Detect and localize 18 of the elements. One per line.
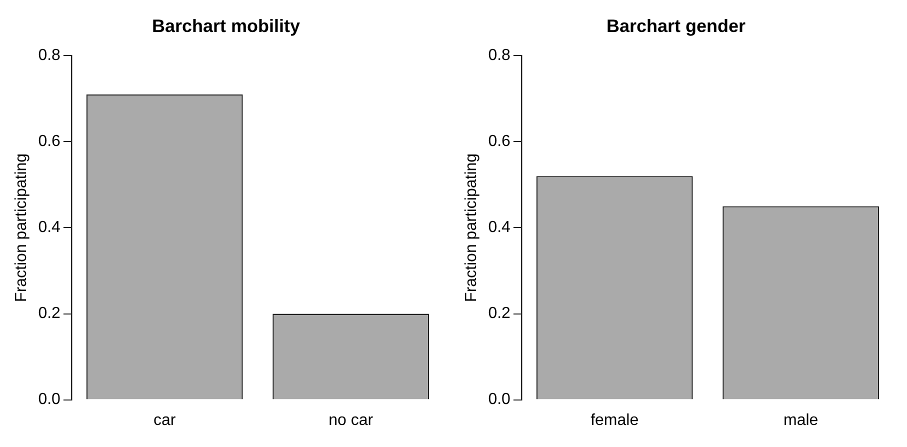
x-tick-label: no car <box>328 412 374 429</box>
y-tick-label: 0.0 <box>488 391 511 408</box>
x-tick-label: male <box>784 412 818 429</box>
x-tick-label: female <box>590 412 639 429</box>
y-tick-label: 0.4 <box>38 219 61 236</box>
chart-title: Barchart mobility <box>152 16 300 36</box>
y-tick-label: 0.6 <box>38 133 61 150</box>
y-axis-title: Fraction participating <box>13 153 30 302</box>
y-tick-label: 0.2 <box>488 305 511 322</box>
y-tick-label: 0.0 <box>38 391 61 408</box>
x-tick-label: car <box>153 412 176 429</box>
y-tick-label: 0.2 <box>38 305 61 322</box>
chart-title: Barchart gender <box>606 16 746 36</box>
y-axis-title: Fraction participating <box>463 153 480 302</box>
y-tick-label: 0.6 <box>488 133 511 150</box>
y-tick-label: 0.8 <box>488 47 511 64</box>
y-tick-label: 0.8 <box>38 47 61 64</box>
y-tick-label: 0.4 <box>488 219 511 236</box>
